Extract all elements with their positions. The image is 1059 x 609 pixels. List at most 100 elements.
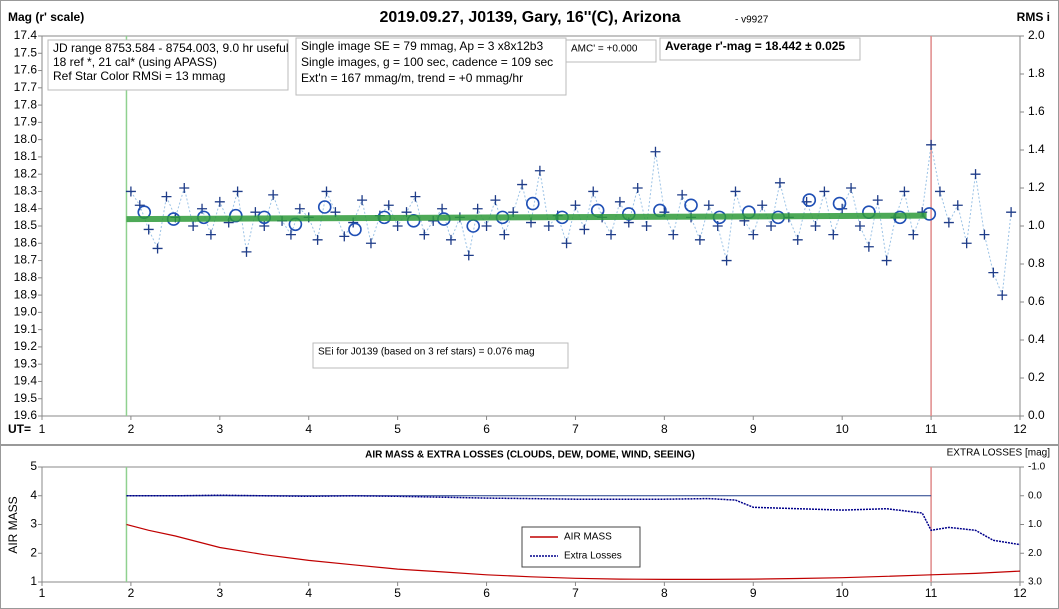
- x-tick-label: 12: [1013, 422, 1027, 436]
- legend: [521, 526, 641, 568]
- data-point: [472, 203, 483, 214]
- y-tick-label: 5: [30, 459, 37, 473]
- annotation: JD range 8753.584 - 8754.003, 9.0 hr use…: [53, 41, 289, 55]
- data-point: [490, 195, 501, 206]
- data-point: [606, 229, 617, 240]
- x-tick-label: 9: [750, 422, 757, 436]
- annotation-box: [312, 342, 569, 369]
- data-point: [357, 195, 368, 206]
- y-tick-label: 18.2: [14, 166, 38, 180]
- line: [126, 523, 1021, 580]
- data-point: [570, 200, 581, 211]
- data-point: [748, 229, 759, 240]
- data-point: [703, 200, 714, 211]
- data-point: [437, 203, 448, 214]
- y-tick-label: 17.4: [14, 28, 38, 42]
- data-point: [1006, 207, 1017, 218]
- data-point: [179, 183, 190, 193]
- annotation-box: [565, 39, 657, 63]
- data-point: [294, 203, 305, 214]
- y2-tick-label: 0.6: [1028, 294, 1045, 308]
- data-point: [365, 238, 376, 249]
- data-point: [970, 169, 981, 180]
- average-point: [317, 200, 332, 214]
- x-tick-label: 9: [750, 586, 757, 600]
- average-point: [832, 196, 847, 211]
- data-point: [979, 229, 990, 240]
- data-point: [899, 186, 910, 197]
- annotation-box: [295, 37, 567, 96]
- y2-tick-label: 1.0: [1028, 519, 1042, 530]
- data-point: [677, 189, 688, 200]
- trend-line: [126, 212, 927, 223]
- y-tick-label: 18.3: [14, 184, 38, 198]
- data-point: [339, 231, 350, 242]
- annotation: 18 ref *, 21 cal* (using APASS): [53, 55, 217, 69]
- y-tick-label: 19.2: [14, 339, 38, 353]
- x-tick-label: 6: [483, 586, 490, 600]
- chart-title: 2019.09.27, J0139, Gary, 16''(C), Arizon…: [379, 9, 680, 26]
- data-point: [961, 238, 972, 249]
- data-point: [774, 177, 785, 188]
- data-point: [730, 186, 741, 197]
- data-point: [285, 229, 296, 240]
- data-point: [499, 229, 510, 240]
- connector: [130, 144, 1012, 296]
- legend-label: AIR MASS: [564, 532, 612, 543]
- y-tick-label: 19.3: [14, 356, 38, 370]
- x-tick-label: 2: [128, 422, 135, 436]
- x-tick-label: 10: [836, 586, 850, 600]
- y-tick-label: 19.5: [14, 391, 38, 405]
- data-point: [943, 217, 954, 228]
- y-tick-label: 1: [30, 574, 37, 588]
- y-tick-label: 18.7: [14, 253, 38, 267]
- x-tick-label: 8: [661, 422, 668, 436]
- y-tick-label: 18.1: [14, 149, 38, 163]
- chart-title: AIR MASS & EXTRA LOSSES (CLOUDS, DEW, DO…: [365, 450, 695, 461]
- y2-tick-label: 2.0: [1028, 548, 1042, 559]
- y-tick-label: 18.6: [14, 235, 38, 249]
- data-point: [641, 221, 652, 231]
- data-point: [268, 189, 279, 200]
- y-tick-label: 17.6: [14, 63, 38, 77]
- data-point: [543, 221, 554, 231]
- x-tick-label: 2: [128, 586, 135, 600]
- data-point: [152, 243, 163, 254]
- y2-tick-label: 1.0: [1028, 218, 1045, 232]
- y-tick-label: 17.7: [14, 80, 38, 94]
- y2-tick-label: 1.2: [1028, 180, 1045, 194]
- data-point: [757, 200, 768, 211]
- x-tick-label: 11: [925, 422, 938, 436]
- data-point: [214, 196, 225, 207]
- annotation: Ref Star Color RMSi = 13 mmag: [53, 69, 225, 83]
- y-axis-label: Mag (r' scale): [8, 10, 84, 24]
- annotation-box: [659, 37, 861, 61]
- data-point: [205, 229, 216, 240]
- data-point: [828, 229, 839, 240]
- y-tick-label: 19.1: [14, 322, 38, 336]
- y-tick-label: 2: [30, 545, 37, 559]
- annotation: Single images, g = 100 sec, cadence = 10…: [301, 55, 553, 69]
- x-tick-label: 4: [305, 586, 312, 600]
- data-point: [650, 146, 661, 157]
- data-point: [792, 234, 803, 245]
- x-tick-label: 7: [572, 586, 579, 600]
- data-point: [410, 191, 421, 202]
- x-tick-label: 8: [661, 586, 668, 600]
- average-point: [684, 198, 698, 213]
- data-point: [721, 255, 732, 266]
- data-point: [694, 234, 705, 245]
- data-point: [534, 165, 545, 176]
- data-point: [988, 267, 999, 278]
- annotation: Single image SE = 79 mmag, Ap = 3 x8x12b…: [301, 39, 543, 53]
- data-point: [588, 186, 599, 197]
- annotation-box: [47, 39, 289, 91]
- y-tick-label: 18.9: [14, 287, 38, 301]
- annotation: Average r'-mag = 18.442 ± 0.025: [665, 39, 845, 53]
- y-tick-label: 17.9: [14, 115, 38, 129]
- y-axis-label: AIR MASS: [6, 496, 20, 553]
- data-point: [125, 186, 136, 197]
- data-point: [908, 229, 919, 240]
- y-tick-label: 17.8: [14, 97, 38, 111]
- data-point: [143, 224, 154, 235]
